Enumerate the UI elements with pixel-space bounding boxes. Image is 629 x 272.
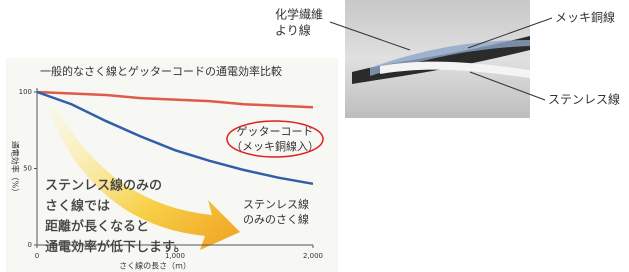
series-label: ステンレス線 — [243, 197, 309, 211]
y-tick-label: 0 — [28, 241, 32, 249]
series-label: のみのさく線 — [243, 212, 309, 226]
annotation: 距離が長くなると — [45, 220, 149, 235]
x-tick-label: 2,000 — [303, 252, 323, 260]
y-axis-label: 通電効率（%） — [11, 141, 21, 197]
photo-label: 化学繊維 — [275, 7, 323, 22]
series-label: （メッキ銅線入） — [231, 139, 319, 153]
x-tick-label: 0 — [35, 252, 39, 260]
x-axis-label: さく線の長さ（m） — [119, 261, 191, 271]
photo-label: ステンレス線 — [548, 92, 620, 107]
chart-title: 一般的なさく線とゲッターコードの通電効率比較 — [40, 64, 282, 78]
y-tick-label: 50 — [23, 165, 32, 173]
photo-label: メッキ銅線 — [555, 10, 615, 25]
page: 化学繊維より線 メッキ銅線ステンレス線 一般的なさく線とゲッターコードの通電効率比… — [0, 0, 629, 272]
y-tick-label: 100 — [19, 88, 32, 96]
annotation: さく線では — [45, 198, 110, 214]
photo-label: より線 — [275, 23, 311, 38]
annotation: ステンレス線のみの — [45, 178, 162, 194]
annotation: 通電効率が低下します。 — [45, 239, 187, 255]
series-label: ゲッターコード — [237, 125, 314, 138]
